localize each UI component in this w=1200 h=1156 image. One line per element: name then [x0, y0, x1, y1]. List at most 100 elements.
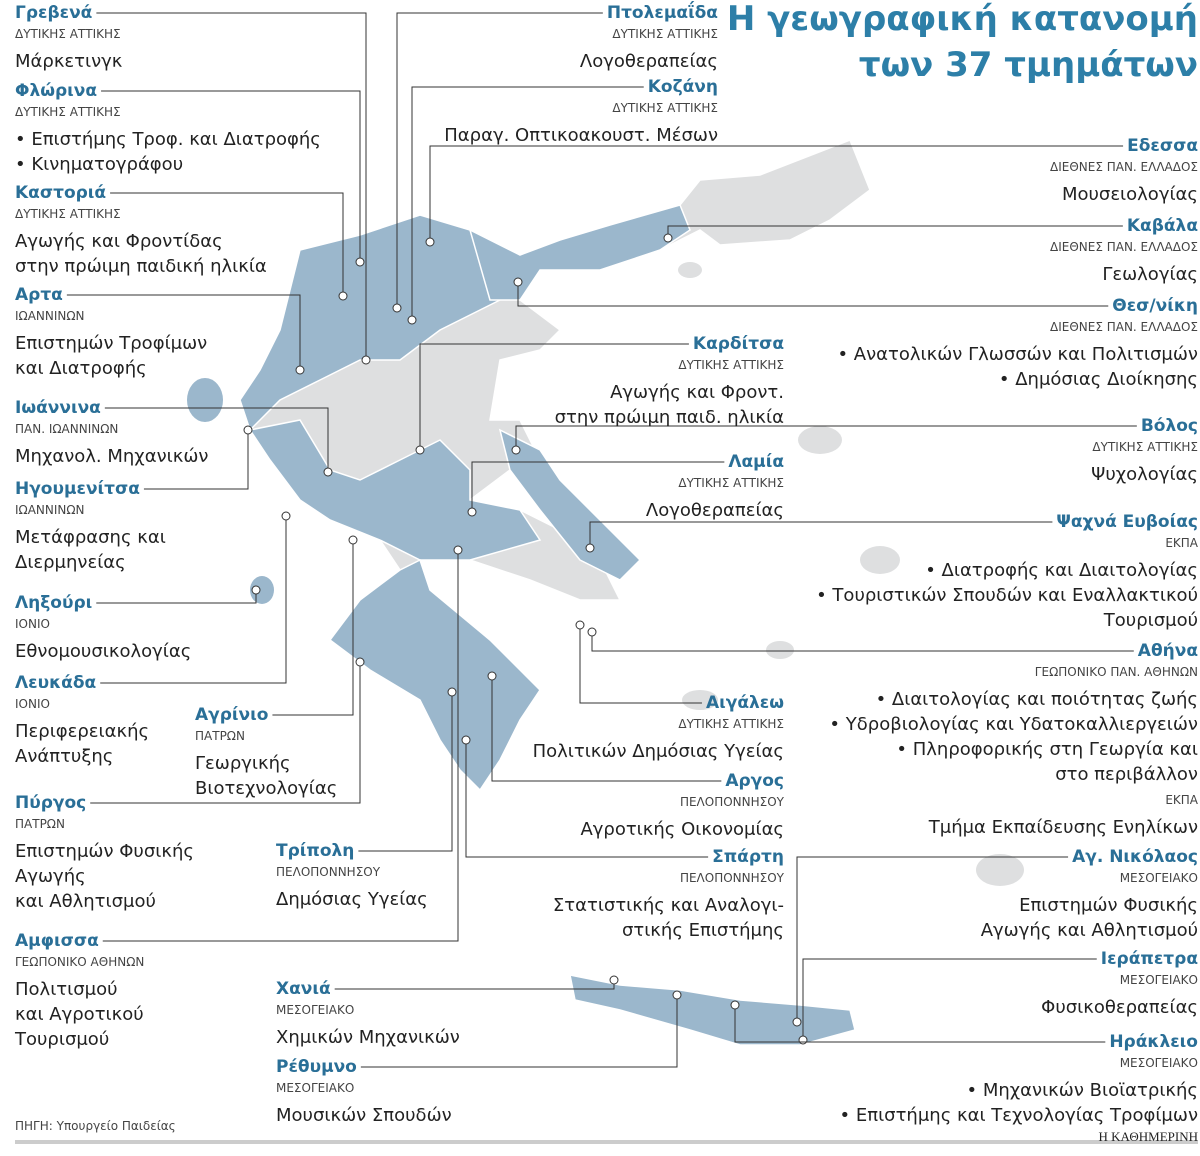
city-name: Πύργος: [15, 793, 86, 813]
leader-line: [429, 145, 1124, 242]
university: ΔΥΤΙΚΗΣ ΑΤΤΙΚΗΣ: [678, 476, 784, 490]
location-dot: [355, 657, 365, 667]
region: [248, 419, 542, 561]
location-dot: [453, 545, 463, 555]
location-dot: [461, 735, 471, 745]
city-name: Καβάλα: [1127, 216, 1198, 236]
department: • Ανατολικών Γλωσσών και Πολιτισμών: [837, 344, 1198, 365]
department: Περιφερειακής: [15, 721, 149, 742]
leader-line: [589, 521, 1053, 548]
university: ΠΕΛΟΠΟΝΝΗΣΟΥ: [680, 871, 785, 885]
leader-line: [360, 995, 678, 1068]
city-name: Αγ. Νικόλαος: [1072, 847, 1198, 867]
university: ΠΑΤΡΩΝ: [15, 817, 65, 831]
department: Αγροτικής Οικονομίας: [580, 819, 784, 840]
city-name: Καρδίτσα: [693, 334, 784, 354]
department: Επιστημών Τροφίμων: [15, 333, 207, 354]
university: ΙΟΝΙΟ: [15, 697, 50, 711]
department: • Τουριστικών Σπουδών και Εναλλακτικού: [816, 585, 1198, 606]
leader-line: [419, 343, 689, 450]
leader-line: [102, 550, 459, 942]
leader-line: [802, 958, 1097, 1040]
department: Βιοτεχνολογίας: [195, 778, 337, 799]
department: Χημικών Μηχανικών: [276, 1027, 460, 1048]
city-name: Αθήνα: [1138, 641, 1198, 661]
university: ΔΙΕΘΝΕΣ ΠΑΝ. ΕΛΛΑΔΟΣ: [1050, 160, 1198, 174]
university: ΙΩΑΝΝΙΝΩΝ: [15, 309, 85, 323]
university: ΕΚΠΑ: [1165, 536, 1198, 550]
location-dot: [281, 511, 291, 521]
location-dot: [467, 507, 477, 517]
department: Τμήμα Εκπαίδευσης Ενηλίκων: [928, 817, 1198, 838]
leader-line: [100, 516, 287, 684]
region: [328, 558, 541, 792]
department: και Αγροτικού: [15, 1004, 144, 1025]
university: ΓΕΩΠΟΝΙΚΟ ΑΘΗΝΩΝ: [15, 955, 144, 969]
city-name: Αγρίνιο: [195, 705, 268, 725]
location-dot: [587, 627, 597, 637]
location-dot: [425, 237, 435, 247]
university: ΙΟΝΙΟ: [15, 617, 50, 631]
university: ΔΥΤΙΚΗΣ ΑΤΤΙΚΗΣ: [15, 27, 121, 41]
city-name: Ιωάννινα: [15, 398, 101, 418]
department: • Υδροβιολογίας και Υδατοκαλλιεργειών: [829, 714, 1198, 735]
location-dot: [407, 315, 417, 325]
city-name: Λαμία: [728, 452, 784, 472]
university: ΔΥΤΙΚΗΣ ΑΤΤΙΚΗΣ: [612, 27, 718, 41]
city-name: Βόλος: [1141, 416, 1198, 436]
leader-line: [515, 425, 1137, 450]
department: Επιστημών Φυσικής: [15, 841, 194, 862]
island: [766, 641, 794, 659]
island: [860, 546, 900, 574]
department: Ψυχολογίας: [1091, 464, 1198, 485]
city-name: Αρτα: [15, 285, 63, 305]
location-dot: [361, 355, 371, 365]
university: ΔΥΤΙΚΗΣ ΑΤΤΙΚΗΣ: [612, 101, 718, 115]
location-dot: [663, 233, 673, 243]
location-dot: [513, 277, 523, 287]
publisher: Η ΚΑΘΗΜΕΡΙΝΗ: [1099, 1129, 1199, 1144]
department: Επιστημών Φυσικής: [1019, 895, 1198, 916]
department: Μάρκετινγκ: [15, 51, 123, 72]
department: στην πρώιμη παιδ. ηλικία: [555, 407, 784, 428]
location-dot: [348, 535, 358, 545]
leader-line: [90, 662, 361, 804]
university: ΠΑΝ. ΙΩΑΝΝΙΝΩΝ: [15, 422, 118, 436]
location-dot: [355, 257, 365, 267]
university: ΜΕΣΟΓΕΙΑΚΟ: [276, 1081, 354, 1095]
department: • Επιστήμης και Τεχνολογίας Τροφίμων: [840, 1105, 1198, 1126]
city-name: Σπάρτη: [712, 847, 784, 867]
leader-line: [96, 590, 257, 604]
location-dot: [243, 425, 253, 435]
department: Τουρισμού: [14, 1029, 109, 1050]
city-name: Γρεβενά: [15, 3, 92, 23]
leader-line: [272, 540, 354, 716]
city-name: Αργος: [725, 771, 784, 791]
department: Μετάφρασης και: [15, 527, 166, 548]
leader-line: [110, 192, 344, 296]
department: Λογοθεραπείας: [646, 500, 784, 521]
department: Μηχανολ. Μηχανικών: [15, 446, 208, 467]
city-name: Ιεράπετρα: [1101, 949, 1198, 969]
university: ΠΕΛΟΠΟΝΝΗΣΟΥ: [680, 795, 785, 809]
department: Διερμηνείας: [15, 552, 126, 573]
department: Πολιτικών Δημόσιας Υγείας: [533, 741, 784, 762]
city-name: Εδεσσα: [1127, 136, 1198, 156]
location-dot: [338, 291, 348, 301]
leader-line: [591, 632, 1134, 652]
leader-line: [796, 856, 1069, 1022]
city-name: Λευκάδα: [15, 673, 96, 693]
city-name: Θεσ/νίκη: [1112, 296, 1198, 316]
department: Αγωγής και Φροντ.: [610, 382, 784, 403]
department: Εθνομουσικολογίας: [15, 641, 191, 662]
leader-line: [471, 461, 725, 512]
university: ΜΕΣΟΓΕΙΑΚΟ: [1120, 871, 1198, 885]
city-name: Ψαχνά Ευβοίας: [1056, 512, 1198, 532]
university: ΔΥΤΙΚΗΣ ΑΤΤΙΚΗΣ: [15, 207, 121, 221]
leader-line: [358, 692, 453, 852]
location-dot: [792, 1017, 802, 1027]
title: των 37 τμημάτων: [859, 45, 1198, 85]
leader-line: [104, 407, 329, 472]
city-name: Πτολεμαΐδα: [607, 0, 718, 23]
department: Αγωγής και Αθλητισμού: [981, 920, 1198, 941]
